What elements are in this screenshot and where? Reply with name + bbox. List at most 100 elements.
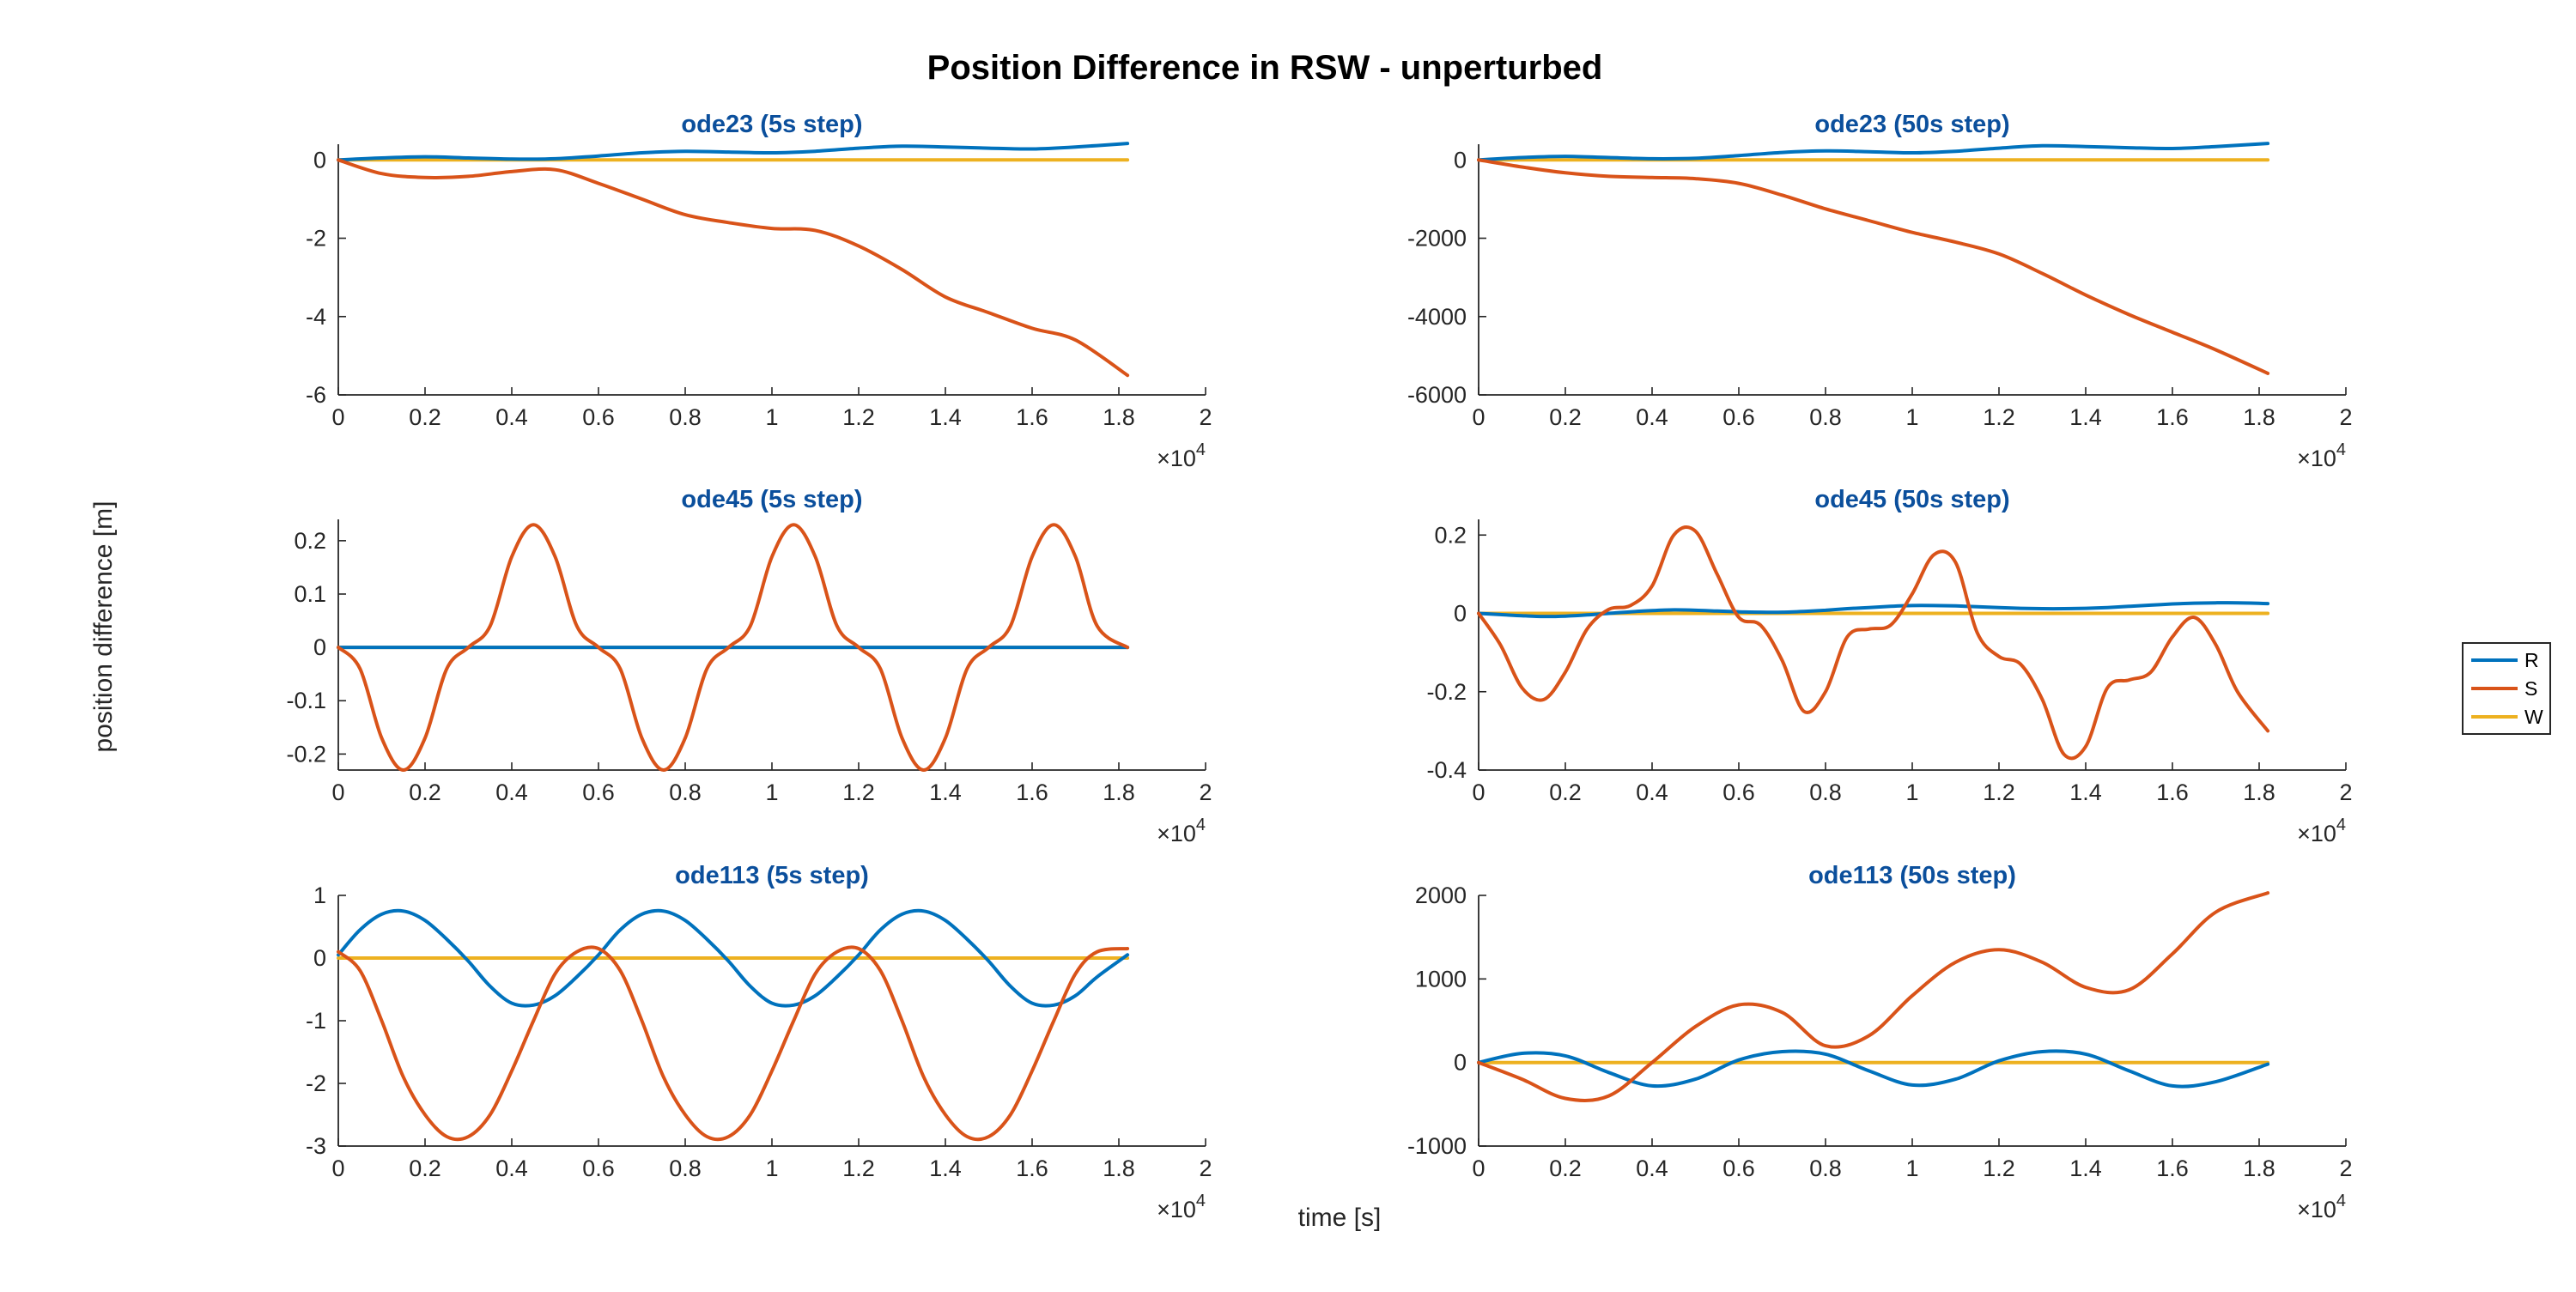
x-exponent-label: ×104 [2297, 1192, 2346, 1222]
x-tick-label: 0.2 [1549, 404, 1582, 430]
x-tick-label: 1.6 [2156, 1156, 2189, 1181]
series-line-s [1477, 158, 2270, 375]
x-tick-label: 1.2 [1983, 1156, 2015, 1181]
x-tick-label: 0.4 [495, 779, 528, 805]
x-tick-label: 0.6 [1722, 404, 1755, 430]
y-tick-label: -2 [306, 1071, 326, 1096]
x-tick-label: 0.2 [409, 1156, 441, 1181]
y-tick-label: 0 [1454, 1050, 1467, 1076]
x-tick-label: 0 [1472, 1156, 1485, 1181]
x-tick-label: 1 [765, 779, 778, 805]
y-tick-label: -1000 [1407, 1133, 1467, 1159]
x-tick-label: 0.4 [1636, 1156, 1668, 1181]
y-tick-label: 0.2 [1434, 522, 1467, 548]
x-tick-label: 0.4 [1636, 404, 1668, 430]
x-tick-label: 0.8 [669, 404, 702, 430]
y-tick-label: -2 [306, 226, 326, 252]
y-tick-label: -2000 [1407, 226, 1467, 252]
x-tick-label: 0.8 [1809, 404, 1842, 430]
x-tick-label: 1.2 [842, 1156, 875, 1181]
x-tick-label: 1 [1905, 404, 1918, 430]
x-exponent-label: ×104 [1157, 816, 1206, 846]
x-tick-label: 1 [765, 404, 778, 430]
x-tick-label: 0.8 [1809, 779, 1842, 805]
x-exponent-label: ×104 [2297, 440, 2346, 471]
y-tick-label: 1000 [1415, 966, 1467, 992]
x-tick-label: 0 [1472, 779, 1485, 805]
y-tick-label: -0.1 [286, 688, 326, 713]
x-tick-label: 1.6 [1016, 779, 1048, 805]
y-tick-label: -0.2 [1426, 679, 1467, 705]
x-tick-label: 0.6 [1722, 779, 1755, 805]
figure-title: Position Difference in RSW - unperturbed [927, 49, 1603, 87]
x-tick-label: 1.8 [1103, 1156, 1135, 1181]
x-tick-label: 0 [331, 779, 344, 805]
subplot-title: ode45 (5s step) [681, 486, 862, 513]
series-line-r [337, 142, 1130, 162]
ylabel: position difference [m] [89, 501, 118, 753]
x-tick-label: 0.4 [1636, 779, 1668, 805]
x-tick-label: 0.6 [582, 779, 615, 805]
subplot-title: ode23 (5s step) [681, 111, 862, 138]
x-tick-label: 1.6 [2156, 779, 2189, 805]
series-line-s [1477, 891, 2270, 1102]
y-tick-label: 0.2 [294, 528, 326, 554]
subplot-2: ode23 (50s step) 0 0.2 0.4 0.6 0.8 1 1.2 1.4 1.6 1… [1407, 111, 2353, 471]
x-tick-label: 0.8 [669, 1156, 702, 1181]
x-tick-label: 0.4 [495, 1156, 528, 1181]
y-tick-label: 0 [313, 147, 326, 173]
x-tick-label: 1.6 [1016, 404, 1048, 430]
y-tick-label: -6 [306, 382, 326, 408]
legend-label-r: R [2524, 649, 2539, 671]
subplot-3: ode45 (5s step) 0 0.2 0.4 0.6 0.8 1 1.2 1.4 1.6 1.… [286, 486, 1212, 846]
x-tick-label: 2 [1199, 779, 1212, 805]
x-tick-label: 1.8 [1103, 404, 1135, 430]
x-tick-label: 0.2 [409, 779, 441, 805]
subplot-title: ode23 (50s step) [1814, 111, 2009, 138]
x-tick-label: 1.8 [2243, 1156, 2275, 1181]
series-line-r [1477, 601, 2270, 619]
y-tick-label: 0.1 [294, 581, 326, 607]
x-tick-label: 2 [1199, 1156, 1212, 1181]
x-tick-label: 1.2 [842, 779, 875, 805]
x-tick-label: 0.2 [1549, 779, 1582, 805]
x-tick-label: 1.4 [929, 779, 962, 805]
legend-label-w: W [2524, 706, 2543, 728]
series-line-s [337, 945, 1130, 1142]
x-tick-label: 0.4 [495, 404, 528, 430]
x-tick-label: 1.2 [1983, 404, 2015, 430]
x-tick-label: 2 [1199, 404, 1212, 430]
y-tick-label: -1 [306, 1008, 326, 1034]
y-tick-label: 1 [313, 883, 326, 908]
x-tick-label: 1.8 [1103, 779, 1135, 805]
x-tick-label: 0 [331, 1156, 344, 1181]
series-line-s [337, 158, 1130, 378]
subplot-title: ode45 (50s step) [1814, 486, 2009, 513]
x-tick-label: 1.2 [842, 404, 875, 430]
y-tick-label: -3 [306, 1133, 326, 1159]
x-tick-label: 1.4 [2069, 1156, 2102, 1181]
subplot-1: ode23 (5s step) 0 0.2 0.4 0.6 0.8 1 1.2 1.4 1.6 1.… [306, 111, 1212, 471]
x-tick-label: 1.4 [2069, 404, 2102, 430]
x-tick-label: 1.4 [929, 404, 962, 430]
x-tick-label: 1.6 [1016, 1156, 1048, 1181]
y-tick-label: -6000 [1407, 382, 1467, 408]
x-tick-label: 1.8 [2243, 404, 2275, 430]
x-exponent-label: ×104 [1157, 440, 1206, 471]
subplot-title: ode113 (50s step) [1808, 862, 2016, 889]
x-exponent-label: ×104 [1157, 1192, 1206, 1222]
legend: R S W [2462, 642, 2551, 735]
x-tick-label: 2 [2339, 404, 2352, 430]
subplot-4: ode45 (50s step) 0 0.2 0.4 0.6 0.8 1 1.2 1.4 1.6 1… [1426, 486, 2352, 846]
x-tick-label: 1 [1905, 1156, 1918, 1181]
x-tick-label: 0 [331, 404, 344, 430]
y-tick-label: 0 [1454, 147, 1467, 173]
series-line-r [1477, 142, 2270, 162]
x-tick-label: 1.6 [2156, 404, 2189, 430]
y-tick-label: 2000 [1415, 883, 1467, 908]
x-tick-label: 0.2 [409, 404, 441, 430]
x-tick-label: 1.2 [1983, 779, 2015, 805]
y-tick-label: -4 [306, 304, 326, 330]
y-tick-label: 0 [313, 634, 326, 660]
